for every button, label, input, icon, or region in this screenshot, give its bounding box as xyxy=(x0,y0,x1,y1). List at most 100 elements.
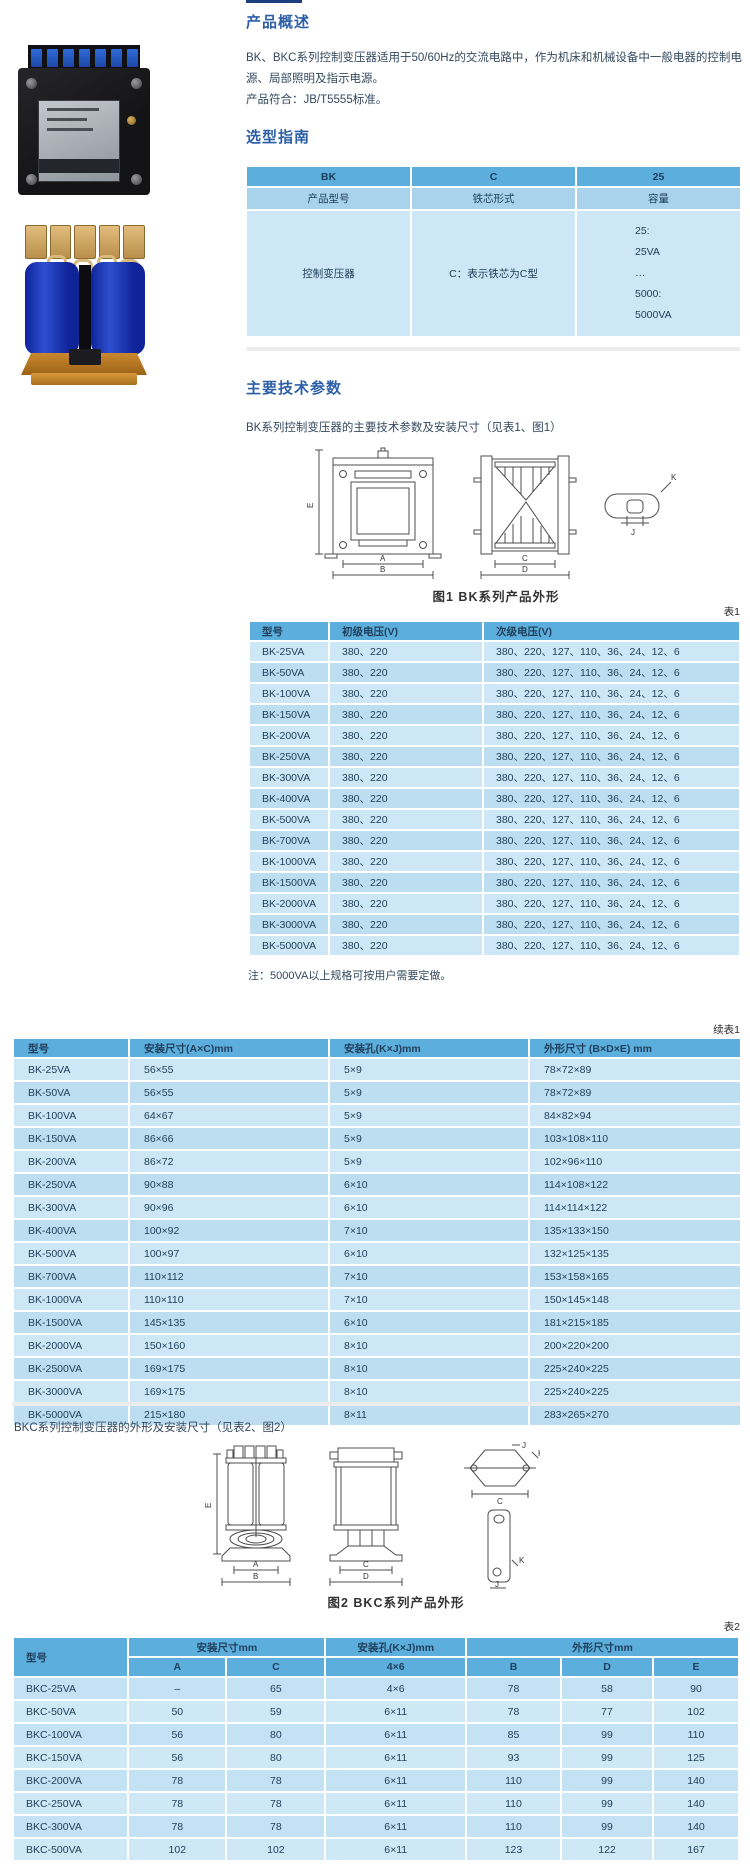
table-cell: 125 xyxy=(654,1747,738,1768)
table-row: BK-2000VA 150×160 8×10 200×220×200 xyxy=(14,1335,740,1356)
bk-intro-line: BK系列控制变压器的主要技术参数及安装尺寸（见表1、图1） xyxy=(246,422,562,434)
table-cell: 78×72×89 xyxy=(530,1059,740,1080)
table-cell: 78 xyxy=(466,1678,560,1699)
table-row: BK-2000VA 380、220 380、220、127、110、36、24、12… xyxy=(250,894,739,913)
bkc-foot xyxy=(31,373,137,385)
table-cell: 90×88 xyxy=(130,1174,328,1195)
table-cell: 123 xyxy=(466,1839,560,1860)
table-header-row: 型号 安装尺寸mm 安装孔(K×J)mm 外形尺寸mm xyxy=(14,1638,738,1676)
capacity-line: 5000: xyxy=(635,288,662,300)
table-cell: 80 xyxy=(227,1747,325,1768)
table-row: BK-50VA 56×55 5×9 78×72×89 xyxy=(14,1082,740,1103)
bkc-coil-right xyxy=(91,262,145,355)
table-cell: BK-25VA xyxy=(14,1059,128,1080)
table-cell: 99 xyxy=(562,1816,652,1837)
table-row: BKC-500VA 102 102 6×11 123 122 167 xyxy=(14,1839,738,1860)
table-cell: BK-1500VA xyxy=(14,1312,128,1333)
section-title-selection: 选型指南 xyxy=(246,129,311,146)
table-cell: 7×10 xyxy=(330,1289,528,1310)
capacity-line: 25: xyxy=(635,225,650,237)
table-cell: BK-150VA xyxy=(14,1128,128,1149)
table-cell: 99 xyxy=(562,1747,652,1768)
overview-para1: BK、BKC系列控制变压器适用于50/60Hz的交流电路中，作为机床和机械设备中… xyxy=(246,52,742,85)
capacity-line: 5000VA xyxy=(635,309,672,321)
table-cell: 380、220、127、110、36、24、12、6 xyxy=(484,894,739,913)
table-cell: 6×10 xyxy=(330,1243,528,1264)
col-group-holes: 安装孔(K×J)mm xyxy=(326,1638,465,1656)
table-cell: 58 xyxy=(562,1678,652,1699)
section-divider xyxy=(247,347,740,351)
dim-label-a: A xyxy=(253,1560,259,1569)
table-cell: 150×145×148 xyxy=(530,1289,740,1310)
table-cell: BK-300VA xyxy=(14,1197,128,1218)
table-row: BK-100VA 380、220 380、220、127、110、36、24、12、… xyxy=(250,684,739,703)
bkc-dimension-table: 型号 安装尺寸mm 安装孔(K×J)mm 外形尺寸mm A C 4×6 B D … xyxy=(12,1636,740,1862)
selection-label-model: 产品型号 xyxy=(247,188,410,209)
table-cell: BK-700VA xyxy=(250,831,328,850)
dim-label-hex-k: K xyxy=(538,1449,540,1458)
table-cell: 84×82×94 xyxy=(530,1105,740,1126)
table-row: BK-500VA 380、220 380、220、127、110、36、24、12、… xyxy=(250,810,739,829)
selection-code-25: 25 xyxy=(577,167,740,186)
table-row: BKC-250VA 78 78 6×11 110 99 140 xyxy=(14,1793,738,1814)
table-cell: BK-2000VA xyxy=(250,894,328,913)
table-cell: BK-150VA xyxy=(250,705,328,724)
bkc-terminal-blocks xyxy=(25,225,145,259)
table-cell: 56 xyxy=(129,1747,226,1768)
table-cell: BK-5000VA xyxy=(250,936,328,955)
section-title-overview: 产品概述 xyxy=(246,14,311,31)
table-cell: 145×135 xyxy=(130,1312,328,1333)
table-row: BK-5000VA 380、220 380、220、127、110、36、24、12… xyxy=(250,936,739,955)
table-row: BK-200VA 380、220 380、220、127、110、36、24、12、… xyxy=(250,726,739,745)
table-cell: 380、220 xyxy=(330,936,482,955)
bk-terminal-strip xyxy=(28,45,140,71)
table-cell: 100×92 xyxy=(130,1220,328,1241)
table-cell: BK-200VA xyxy=(250,726,328,745)
table-cell: 102 xyxy=(654,1701,738,1722)
overview-para2: 产品符合：JB/T5555标准。 xyxy=(246,94,388,106)
table-cell: BK-300VA xyxy=(250,768,328,787)
table-cell: 5×9 xyxy=(330,1128,528,1149)
table-cell: BK-400VA xyxy=(250,789,328,808)
table-cell: 380、220 xyxy=(330,915,482,934)
table-cell: 7×10 xyxy=(330,1266,528,1287)
table-row: BKC-300VA 78 78 6×11 110 99 140 xyxy=(14,1816,738,1837)
table-cell: BK-5000VA xyxy=(14,1404,128,1425)
table-cell: 78 xyxy=(227,1816,325,1837)
dim-label-k: K xyxy=(671,473,677,482)
table-cell: 56 xyxy=(129,1724,226,1745)
dim-label-a: A xyxy=(380,554,386,563)
table-cell: BK-700VA xyxy=(14,1266,128,1287)
table-cell: BKC-200VA xyxy=(14,1770,128,1791)
table-cell: 135×133×150 xyxy=(530,1220,740,1241)
table-row: BK-1500VA 380、220 380、220、127、110、36、24、12… xyxy=(250,873,739,892)
table-row: BK-250VA 90×88 6×10 114×108×122 xyxy=(14,1174,740,1195)
dim-label-bracket-k: K xyxy=(519,1556,525,1565)
dim-label-bracket-j: J xyxy=(495,1580,499,1589)
cont-table-label: 续表1 xyxy=(713,1024,740,1036)
table-cell: 8×10 xyxy=(330,1381,528,1402)
table-row: BK-3000VA 169×175 8×10 225×240×225 xyxy=(14,1381,740,1402)
table-cell: 85 xyxy=(466,1724,560,1745)
table-cell: 380、220 xyxy=(330,663,482,682)
table-row: BK-300VA 380、220 380、220、127、110、36、24、12、… xyxy=(250,768,739,787)
table-cell: 6×10 xyxy=(330,1312,528,1333)
table-cell: 380、220、127、110、36、24、12、6 xyxy=(484,726,739,745)
table-row: BK-2500VA 169×175 8×10 225×240×225 xyxy=(14,1358,740,1379)
table-cell: 110×112 xyxy=(130,1266,328,1287)
table-row: BK-400VA 100×92 7×10 135×133×150 xyxy=(14,1220,740,1241)
dim-label-hex-j: J xyxy=(522,1442,526,1450)
table-cell: 225×240×225 xyxy=(530,1358,740,1379)
table-cell: 153×158×165 xyxy=(530,1266,740,1287)
bk-dimension-table: 型号 安装尺寸(A×C)mm 安装孔(K×J)mm 外形尺寸 (B×D×E) m… xyxy=(12,1037,742,1427)
table-cell: BK-1000VA xyxy=(250,852,328,871)
table-row: BK-700VA 110×112 7×10 153×158×165 xyxy=(14,1266,740,1287)
table-row: BKC-25VA –65 4×6 78 58 90 xyxy=(14,1678,738,1699)
subcol-b: B xyxy=(466,1658,560,1676)
table-row: BK-1500VA 145×135 6×10 181×215×185 xyxy=(14,1312,740,1333)
dim-label-b: B xyxy=(253,1572,258,1581)
table-cell: 110 xyxy=(654,1724,738,1745)
dim-label-d: D xyxy=(363,1572,369,1581)
table-cell: 99 xyxy=(562,1793,652,1814)
subcol-d: D xyxy=(562,1658,652,1676)
